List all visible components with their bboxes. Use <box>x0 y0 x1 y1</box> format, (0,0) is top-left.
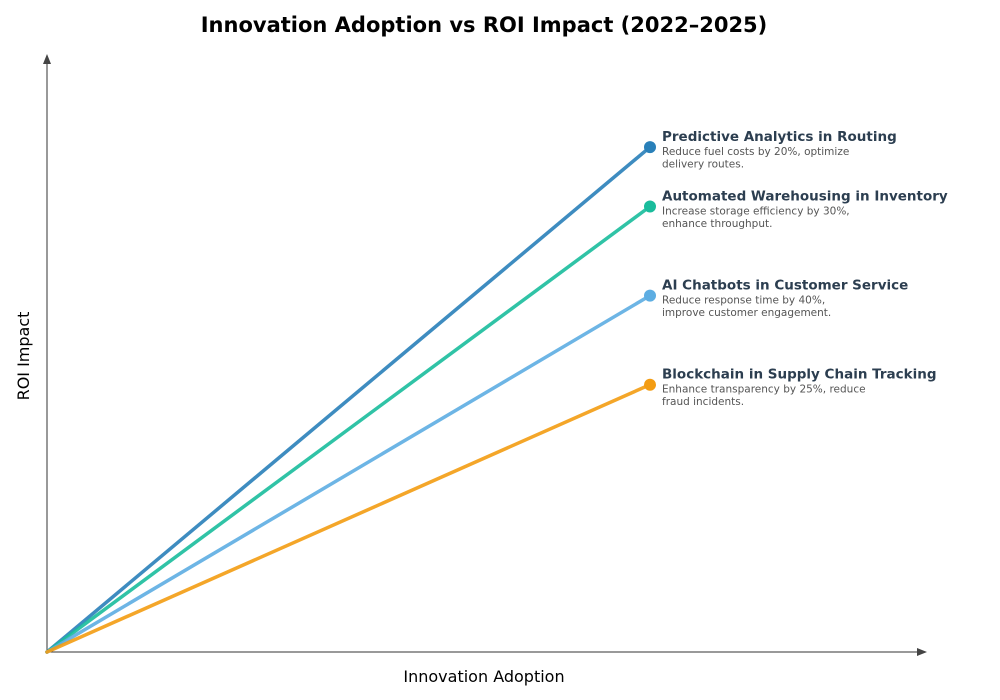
series-end-marker <box>644 200 656 213</box>
series-description: Reduce response time by 40%, <box>662 295 825 307</box>
series-description: Enhance transparency by 25%, reduce <box>662 384 866 396</box>
series-label: Predictive Analytics in Routing <box>662 129 897 145</box>
series-line <box>45 293 652 654</box>
series-line <box>45 204 652 654</box>
series-description: Increase storage efficiency by 30%, <box>662 206 850 218</box>
series-label: Automated Warehousing in Inventory <box>662 189 948 205</box>
chart-title: Innovation Adoption vs ROI Impact (2022–… <box>201 13 768 37</box>
series-description: improve customer engagement. <box>662 307 831 319</box>
series-end-marker <box>644 378 656 391</box>
series-line <box>45 145 652 654</box>
series-description: Reduce fuel costs by 20%, optimize <box>662 146 849 158</box>
y-axis-label: ROI Impact <box>14 312 33 401</box>
x-axis-label: Innovation Adoption <box>403 667 564 686</box>
y-axis-arrow-icon <box>43 54 51 64</box>
series-end-marker <box>644 141 656 154</box>
series-description: enhance throughput. <box>662 218 772 230</box>
series-label: AI Chatbots in Customer Service <box>662 278 908 294</box>
series-end-marker <box>644 289 656 302</box>
x-axis-arrow-icon <box>917 648 927 656</box>
series-description: delivery routes. <box>662 159 744 171</box>
series-description: fraud incidents. <box>662 396 744 408</box>
series-line <box>45 382 652 654</box>
series-label: Blockchain in Supply Chain Tracking <box>662 367 937 383</box>
y-axis <box>43 54 51 652</box>
x-axis <box>47 648 927 656</box>
